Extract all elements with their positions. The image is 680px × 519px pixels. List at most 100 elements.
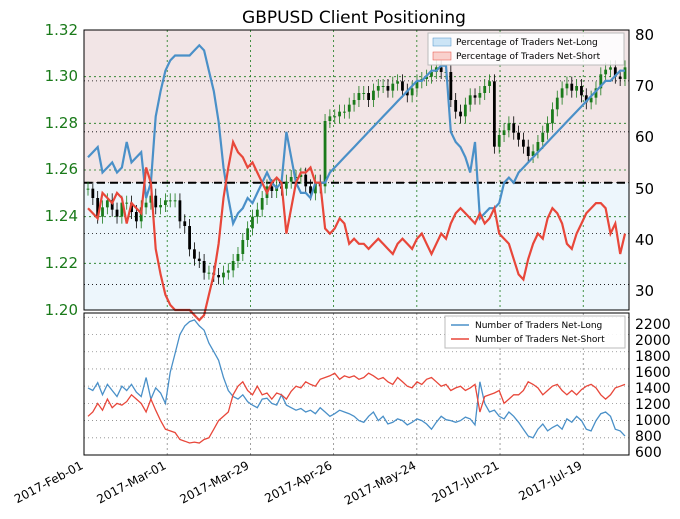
count-tick-label: 2200: [635, 317, 671, 333]
count-tick-label: 1600: [635, 365, 671, 381]
top-legend: Percentage of Traders Net-Long Percentag…: [427, 32, 625, 66]
price-candle: [594, 88, 598, 98]
price-candle: [270, 186, 274, 191]
price-candle: [154, 195, 158, 208]
price-candle: [449, 72, 453, 100]
right-axis-ticks-top: 30 40 50 60 70 80: [635, 26, 654, 300]
left-tick-label: 1.24: [45, 207, 78, 225]
price-candle: [439, 67, 443, 72]
price-candle: [483, 86, 487, 93]
price-candle: [299, 174, 303, 177]
price-candle: [149, 195, 153, 203]
price-candle: [386, 86, 390, 91]
right-tick-label: 50: [635, 180, 654, 198]
net-long-percentage-line: [87, 43, 625, 227]
right-tick-label: 80: [635, 26, 654, 44]
price-candle: [202, 261, 206, 273]
bottom-panel: 600 800 1000 1200 1400 1600 1800 2000 22…: [12, 312, 671, 508]
price-candle: [96, 198, 100, 217]
right-tick-label: 60: [635, 128, 654, 146]
left-tick-label: 1.32: [45, 21, 78, 39]
right-tick-label: 40: [635, 231, 654, 249]
price-candle: [313, 181, 317, 194]
price-candle: [507, 123, 511, 131]
price-candle: [362, 93, 366, 94]
left-axis-ticks: 1.20 1.22 1.24 1.26 1.28 1.30 1.32: [45, 21, 78, 319]
price-candle: [560, 88, 564, 98]
legend-short-label: Percentage of Traders Net-Short: [456, 52, 601, 62]
left-tick-label: 1.20: [45, 301, 78, 319]
price-candle: [246, 228, 250, 240]
price-candle: [338, 111, 341, 117]
price-candle: [328, 116, 332, 121]
x-tick-label: 2017-Feb-01: [12, 458, 85, 506]
price-candle: [251, 216, 254, 229]
x-tick-label: 2017-Jun-21: [430, 458, 502, 505]
price-candle: [134, 212, 138, 222]
top-panel: 1.20 1.22 1.24 1.26 1.28 1.30 1.32 30 40…: [45, 21, 654, 322]
price-candle: [618, 76, 622, 79]
top-panel-frame: [83, 29, 630, 311]
price-candle: [522, 139, 525, 147]
legend-long-swatch: [432, 37, 452, 47]
price-candle: [125, 202, 129, 204]
price-candle: [352, 100, 356, 105]
price-candle: [357, 93, 361, 100]
price-candle: [372, 90, 375, 100]
price-candle: [584, 95, 588, 103]
price-candle: [425, 76, 429, 79]
price-candle: [289, 177, 293, 182]
price-candle: [193, 249, 196, 259]
price-candle: [512, 123, 516, 133]
price-candle: [188, 226, 191, 250]
price-candle: [396, 81, 400, 84]
price-candle: [197, 258, 201, 261]
price-candle: [86, 188, 90, 190]
price-candle: [546, 123, 549, 133]
x-tick-label: 2017-Mar-29: [177, 458, 251, 506]
price-candle: [463, 104, 467, 117]
price-candle: [541, 132, 545, 142]
price-candle: [517, 132, 520, 140]
price-candle: [599, 74, 603, 89]
bottom-legend-box: [444, 315, 626, 349]
price-candle: [454, 100, 458, 112]
price-candle: [260, 198, 264, 210]
price-candle: [376, 86, 380, 91]
price-candle: [367, 93, 370, 100]
x-tick-label: 2017-Mar-01: [94, 458, 168, 506]
price-candle: [488, 81, 491, 86]
price-candle: [284, 181, 288, 189]
price-candle: [178, 200, 182, 222]
price-candle: [410, 88, 414, 96]
price-candle: [255, 209, 259, 217]
right-axis-ticks-bottom: 600 800 1000 1200 1400 1600 1800 2000 22…: [635, 317, 671, 461]
left-tick-label: 1.26: [45, 160, 78, 178]
x-tick-label: 2017-Jul-19: [516, 458, 584, 503]
price-candle: [551, 109, 554, 124]
count-tick-label: 1200: [635, 397, 671, 413]
legend-short-swatch: [432, 51, 452, 61]
price-candle: [159, 205, 162, 208]
legend-long-label: Percentage of Traders Net-Long: [456, 38, 598, 48]
price-candle: [459, 111, 462, 117]
left-tick-label: 1.22: [45, 254, 78, 272]
price-candle: [430, 72, 433, 77]
price-candle: [241, 240, 245, 254]
price-candle: [570, 83, 574, 91]
price-candle: [526, 146, 530, 156]
count-tick-label: 800: [635, 429, 662, 445]
legend-short-count-label: Number of Traders Net-Short: [475, 335, 605, 345]
price-candle: [222, 272, 225, 278]
count-tick-label: 1400: [635, 381, 671, 397]
price-candle: [613, 67, 617, 77]
price-candles: [86, 60, 627, 285]
price-candle: [580, 86, 583, 96]
left-tick-label: 1.28: [45, 114, 78, 132]
price-candle: [589, 97, 593, 103]
price-candle: [226, 270, 230, 273]
price-candle: [101, 207, 104, 217]
price-candle: [231, 261, 235, 271]
price-candle: [164, 200, 167, 205]
